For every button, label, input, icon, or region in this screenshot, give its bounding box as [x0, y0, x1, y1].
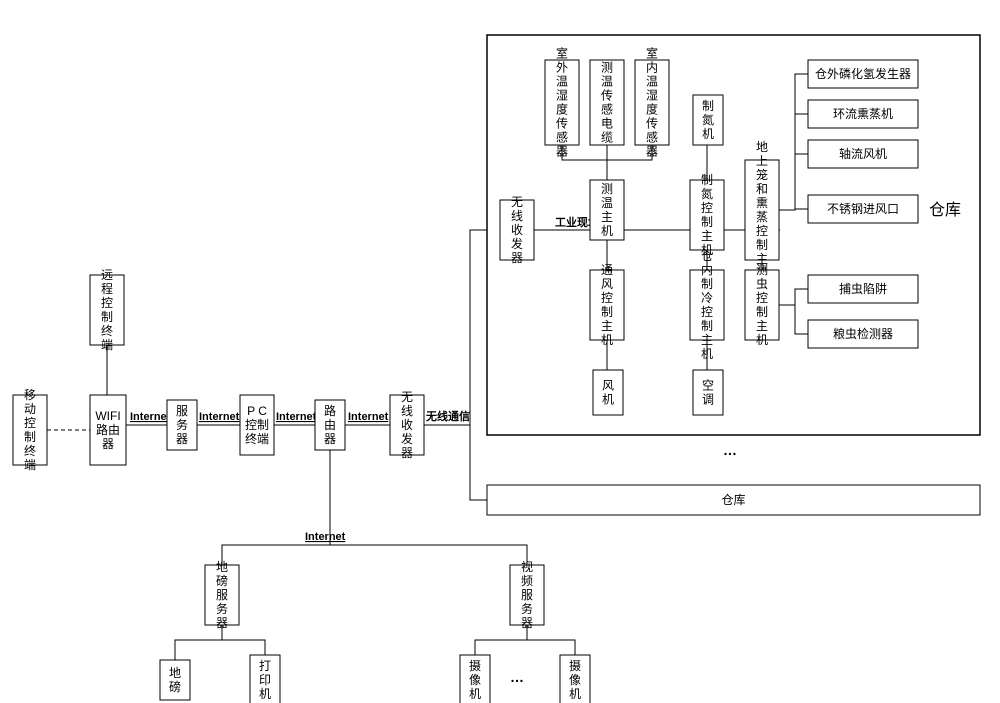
edge	[562, 145, 607, 180]
edge	[779, 289, 808, 305]
free-label: 仓库	[929, 201, 961, 219]
diagram-canvas: InternetInternetInternetInternet无线通信工业现场…	[0, 0, 1000, 703]
node-label: 移动控制终端	[24, 388, 36, 472]
edge	[175, 625, 222, 660]
edge-label: Internet	[348, 411, 389, 423]
node-label: 摄像机	[569, 658, 581, 701]
node-label: 摄像机	[469, 658, 481, 701]
edge-label: Internet	[130, 411, 171, 423]
node-label: 地上笼和熏蒸控制主机	[756, 140, 768, 280]
node-label: 视频服务器	[521, 559, 533, 630]
node-label: 无线收发器	[401, 390, 413, 460]
node-label: 空调	[702, 379, 714, 407]
node-label: 测温主机	[601, 182, 613, 238]
edge-label: 无线通信	[425, 409, 470, 423]
node-label: 测温传感电缆	[601, 61, 613, 145]
edge	[222, 640, 265, 655]
node-label: 通风控制主机	[601, 263, 613, 347]
node-label: P C控制终端	[245, 404, 269, 446]
edge	[470, 230, 487, 425]
edge	[222, 450, 330, 565]
node-label: 地磅	[169, 666, 181, 694]
node-label: 室内温湿度传感器	[646, 46, 658, 159]
edge	[330, 545, 527, 565]
node-label: 制氮机	[702, 99, 714, 141]
node-label: 测虫控制主机	[756, 263, 768, 347]
node-label: 无线收发器	[511, 195, 523, 265]
node-label: 仓外磷化氢发生器	[815, 66, 911, 81]
node-label: 仓内制冷控制主机	[701, 249, 713, 361]
node-label: 服务器	[176, 404, 188, 446]
node-label: 不锈钢进风口	[827, 202, 899, 216]
edge	[470, 425, 487, 500]
edge	[527, 640, 575, 655]
edge-label: Internet	[305, 531, 346, 543]
node-label: 仓库	[721, 492, 745, 507]
node-label: 粮虫检测器	[833, 326, 893, 341]
ellipsis: …	[510, 669, 524, 685]
node-label: 室外温湿度传感器	[556, 46, 568, 159]
edge-label: Internet	[199, 411, 240, 423]
node-label: 捕虫陷阱	[839, 281, 887, 296]
edge	[779, 74, 808, 210]
edge-label: Internet	[276, 411, 317, 423]
node-label: 风机	[602, 379, 614, 407]
node-label: 远程控制终端	[101, 268, 113, 352]
edges: InternetInternetInternetInternet无线通信工业现场…	[47, 74, 808, 660]
node-label: 路由器	[324, 403, 336, 446]
node-label: 地磅服务器	[216, 560, 228, 630]
node-label: 打印机	[259, 659, 271, 701]
node-label: 环流熏蒸机	[833, 107, 893, 121]
edge	[795, 305, 808, 334]
node-label: 制氮控制主机	[701, 173, 713, 257]
ellipsis: …	[723, 442, 737, 458]
edge	[475, 625, 527, 655]
node-label: 轴流风机	[839, 146, 887, 161]
